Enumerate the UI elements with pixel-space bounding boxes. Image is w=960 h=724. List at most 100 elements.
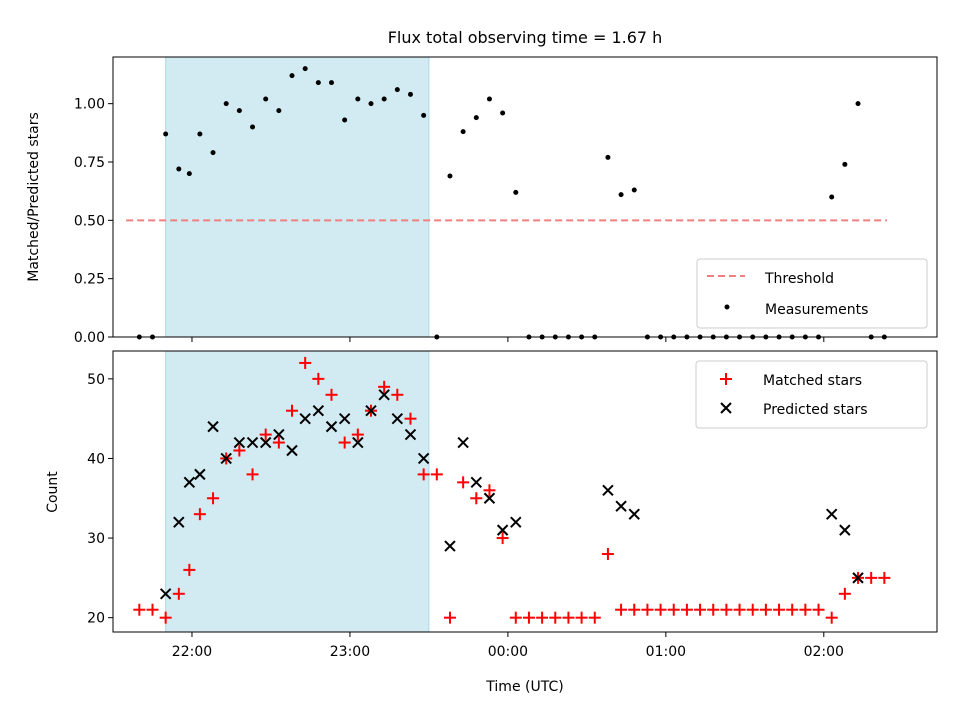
predicted-star-point bbox=[496, 524, 509, 536]
matched-star-point bbox=[865, 571, 878, 584]
matched-star-point bbox=[786, 603, 799, 616]
matched-star-point bbox=[496, 532, 509, 545]
top-y-ticks: 0.00 0.25 0.50 0.75 1.00 bbox=[74, 97, 113, 346]
matched-star-point bbox=[146, 603, 159, 616]
matched-star-point bbox=[133, 603, 146, 616]
x-tick-label: 01:00 bbox=[646, 644, 686, 660]
predicted-star-stroke bbox=[602, 484, 614, 497]
predicted-star-point bbox=[246, 436, 259, 449]
y-tick-label: 0.00 bbox=[74, 330, 105, 346]
predicted-star-point bbox=[365, 404, 377, 417]
measurement-point bbox=[829, 194, 835, 200]
observing-span-region bbox=[165, 350, 430, 633]
matched-star-point bbox=[272, 436, 285, 449]
measurement-point bbox=[394, 87, 400, 93]
matched-star-point bbox=[812, 603, 825, 616]
predicted-star-point bbox=[194, 468, 206, 481]
measurement-point bbox=[842, 161, 848, 167]
predicted-star-point bbox=[825, 508, 838, 520]
predicted-star-point bbox=[444, 540, 456, 552]
predicted-star-stroke bbox=[173, 516, 185, 528]
predicted-star-point bbox=[207, 420, 219, 433]
matched-star-point bbox=[207, 492, 220, 505]
x-axis-label: Time (UTC) bbox=[485, 679, 563, 695]
measurement-point bbox=[223, 101, 229, 107]
predicted-star-stroke bbox=[825, 508, 838, 520]
predicted-star-stroke bbox=[470, 476, 483, 489]
bottom-y-ticks: 20 30 40 50 bbox=[87, 372, 113, 627]
matched-star-point bbox=[601, 547, 614, 560]
matched-star-point bbox=[299, 356, 312, 369]
x-tick-label: 00:00 bbox=[488, 644, 528, 660]
measurement-point bbox=[500, 110, 506, 116]
measurement-point bbox=[315, 80, 321, 86]
matched-star-point bbox=[378, 380, 391, 393]
legend-threshold-label: Threshold bbox=[764, 271, 834, 287]
matched-star-point bbox=[404, 412, 417, 425]
matched-star-point bbox=[615, 603, 628, 616]
predicted-star-stroke bbox=[352, 436, 364, 449]
predicted-star-point bbox=[628, 508, 640, 520]
measurement-point bbox=[163, 131, 169, 137]
predicted-star-stroke bbox=[417, 452, 430, 465]
x-tick-label: 22:00 bbox=[172, 644, 212, 660]
predicted-star-stroke bbox=[325, 420, 338, 433]
matched-star-point bbox=[549, 611, 562, 624]
matched-star-point bbox=[878, 571, 891, 584]
measurement-point bbox=[381, 96, 387, 102]
matched-star-point bbox=[443, 611, 456, 624]
matched-star-point bbox=[588, 611, 601, 624]
matched-star-point bbox=[799, 603, 812, 616]
predicted-star-point bbox=[312, 404, 325, 417]
predicted-star-stroke bbox=[159, 588, 172, 600]
measurement-point bbox=[473, 115, 479, 121]
predicted-star-stroke bbox=[259, 436, 272, 449]
matched-star-point bbox=[707, 603, 720, 616]
matched-star-point bbox=[286, 404, 299, 417]
bottom-axes-frame bbox=[112, 350, 938, 633]
matched-star-point bbox=[430, 468, 443, 481]
legend-measurements-swatch bbox=[724, 304, 730, 310]
matched-star-point bbox=[391, 388, 404, 401]
legend-predicted-swatch bbox=[720, 402, 732, 414]
predicted-star-stroke bbox=[839, 524, 851, 536]
top-panel: 0.00 0.25 0.50 0.75 1.00 Matched/Predicted s… bbox=[26, 56, 938, 346]
measurement-point bbox=[210, 150, 216, 156]
measurement-point bbox=[263, 96, 269, 102]
y-tick-label: 0.50 bbox=[74, 213, 105, 229]
predicted-star-point bbox=[159, 588, 172, 600]
legend-matched-swatch bbox=[720, 373, 732, 385]
matched-star-point bbox=[509, 611, 522, 624]
matched-star-point bbox=[351, 428, 364, 441]
matched-star-point bbox=[470, 492, 483, 505]
matched-star-point bbox=[694, 603, 707, 616]
top-legend: Threshold Measurements bbox=[696, 258, 928, 329]
measurement-point bbox=[197, 131, 203, 137]
y-tick-label: 1.00 bbox=[74, 97, 105, 113]
x-tick-label: 23:00 bbox=[330, 644, 370, 660]
matched-star-point bbox=[746, 603, 759, 616]
predicted-star-stroke bbox=[852, 572, 864, 584]
matched-star-point bbox=[233, 444, 246, 457]
bottom-observing-span bbox=[165, 350, 430, 633]
measurement-point bbox=[289, 73, 295, 79]
chart-title: Flux total observing time = 1.67 h bbox=[388, 28, 663, 47]
matched-star-point bbox=[522, 611, 535, 624]
y-tick-label: 40 bbox=[87, 451, 105, 467]
bottom-panel: 20 30 40 50 22:00 23:00 00:00 01:00 02:00 Count… bbox=[45, 350, 938, 695]
predicted-star-point bbox=[286, 444, 298, 457]
predicted-star-stroke bbox=[496, 524, 509, 536]
predicted-star-point bbox=[299, 412, 311, 425]
x-tick-label: 02:00 bbox=[804, 644, 844, 660]
matched-star-point bbox=[325, 388, 338, 401]
measurement-point bbox=[421, 112, 427, 118]
predicted-star-stroke bbox=[273, 428, 285, 441]
predicted-stars-points bbox=[159, 389, 864, 600]
predicted-star-stroke bbox=[220, 452, 232, 465]
matched-star-point bbox=[641, 603, 654, 616]
predicted-star-point bbox=[510, 516, 522, 528]
predicted-star-point bbox=[259, 436, 272, 449]
predicted-star-point bbox=[183, 476, 196, 489]
matched-star-point bbox=[733, 603, 746, 616]
measurement-point bbox=[276, 108, 282, 114]
